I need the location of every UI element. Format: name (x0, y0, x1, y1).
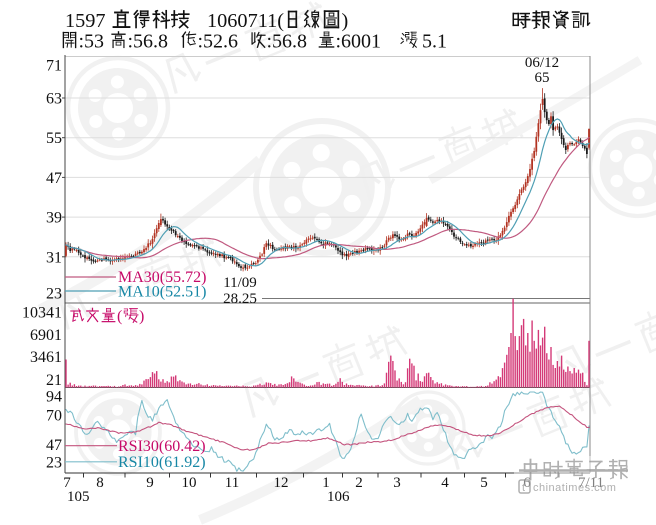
svg-text:12: 12 (274, 475, 289, 491)
svg-text:6: 6 (523, 475, 531, 491)
svg-text:10341: 10341 (22, 305, 62, 322)
svg-text:1060711(: 1060711( (207, 10, 284, 32)
svg-text:(: ( (117, 308, 122, 325)
svg-text:106: 106 (327, 489, 350, 505)
svg-text:63: 63 (46, 91, 62, 108)
svg-text:39: 39 (46, 210, 62, 227)
svg-text::56.8: :56.8 (267, 31, 308, 53)
svg-text:47: 47 (46, 170, 62, 187)
svg-text:105: 105 (67, 489, 90, 505)
svg-text:23: 23 (46, 455, 62, 472)
svg-text:8: 8 (96, 475, 104, 491)
svg-text:MA30(55.72): MA30(55.72) (118, 269, 206, 286)
svg-text:): ) (139, 308, 144, 325)
svg-text:7/11: 7/11 (578, 475, 604, 491)
svg-text:71: 71 (46, 58, 62, 75)
svg-text:9: 9 (146, 475, 154, 491)
svg-text:6901: 6901 (30, 327, 62, 344)
svg-text:RSI10(61.92): RSI10(61.92) (118, 454, 206, 471)
svg-text:11/09: 11/09 (223, 275, 257, 291)
svg-text:31: 31 (46, 249, 62, 266)
svg-text:55: 55 (46, 130, 62, 147)
svg-text::6001: :6001 (336, 31, 382, 53)
svg-text:28.25: 28.25 (223, 291, 257, 307)
svg-text:7: 7 (63, 475, 71, 491)
svg-text:1: 1 (322, 475, 330, 491)
svg-text:47: 47 (46, 437, 62, 454)
svg-text::52.6: :52.6 (198, 31, 239, 53)
svg-text:10: 10 (182, 475, 197, 491)
svg-text:3461: 3461 (30, 349, 62, 366)
svg-text:21: 21 (46, 372, 62, 389)
svg-text:70: 70 (46, 408, 62, 425)
svg-text:MA10(52.51): MA10(52.51) (118, 284, 206, 301)
svg-text:11: 11 (225, 475, 239, 491)
svg-text:1597: 1597 (65, 10, 106, 32)
svg-text:3: 3 (393, 475, 401, 491)
svg-text:5.1: 5.1 (422, 31, 447, 53)
svg-text:): ) (342, 10, 349, 32)
svg-text:23: 23 (46, 286, 62, 303)
svg-text:65: 65 (535, 70, 550, 86)
svg-text:06/12: 06/12 (525, 55, 559, 71)
svg-text:5: 5 (480, 475, 488, 491)
svg-text:RSI30(60.42): RSI30(60.42) (118, 438, 206, 455)
svg-text:t: t (522, 482, 525, 494)
svg-text:94: 94 (46, 389, 62, 406)
svg-text::56.8: :56.8 (128, 31, 169, 53)
svg-text::53: :53 (79, 31, 105, 53)
svg-text:2: 2 (355, 475, 363, 491)
svg-text:chinatimes.com: chinatimes.com (533, 482, 616, 494)
svg-text:4: 4 (441, 475, 449, 491)
